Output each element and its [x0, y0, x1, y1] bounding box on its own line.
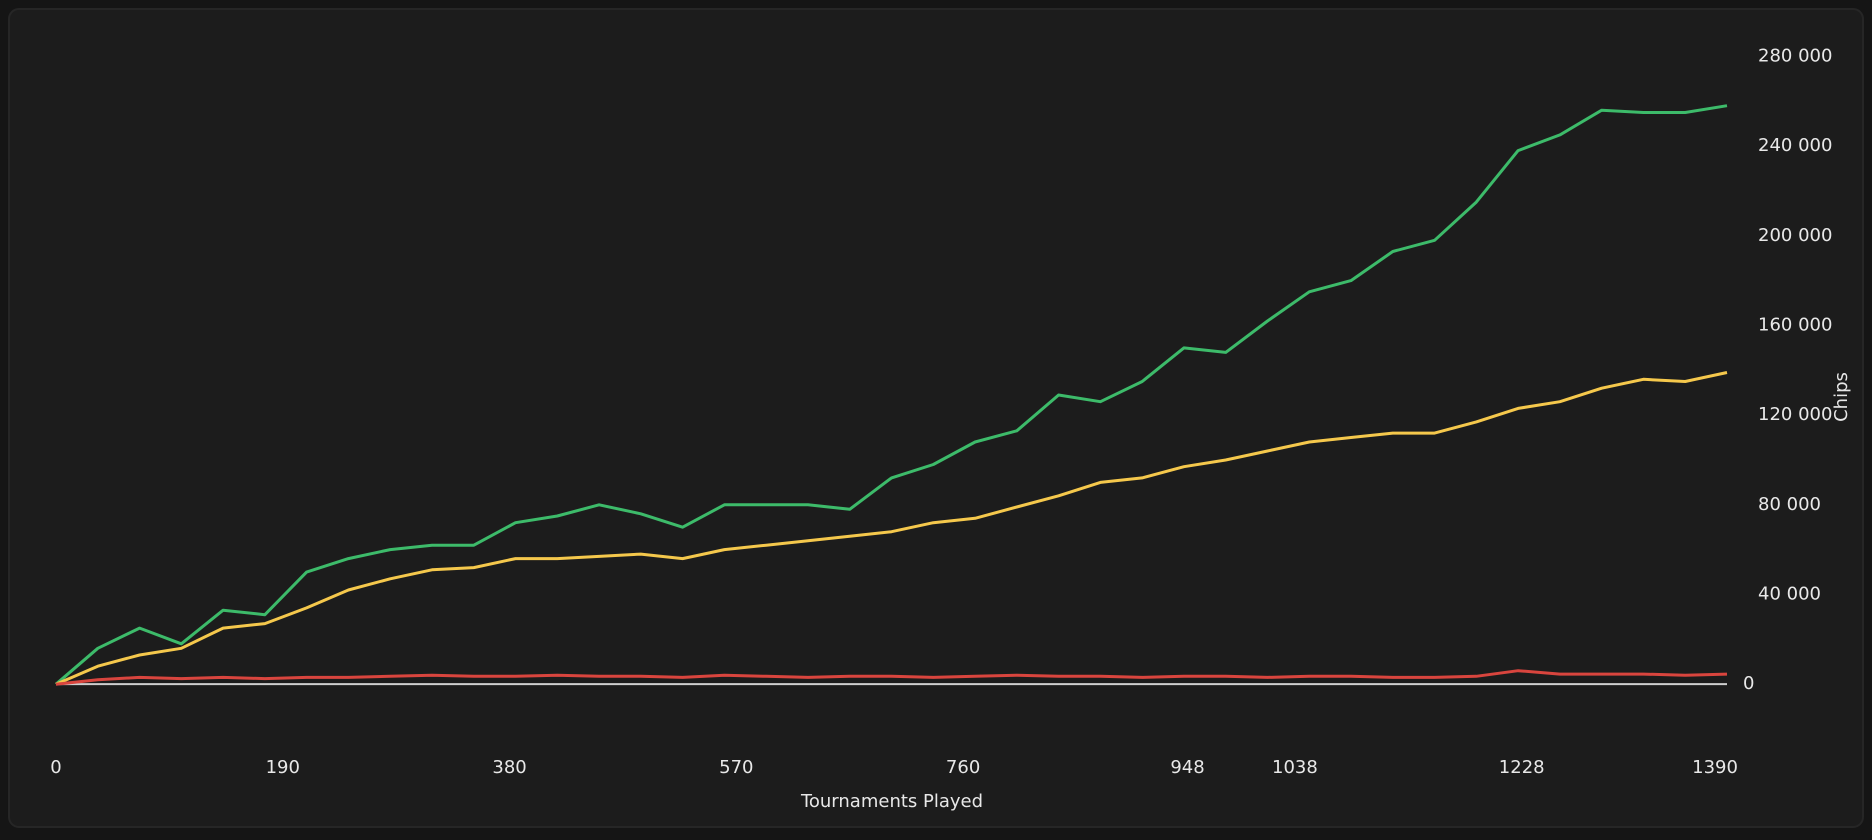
- y-axis-label: Chips: [1831, 372, 1852, 422]
- series-line: [55, 104, 1728, 686]
- x-tick-label: 190: [266, 757, 300, 778]
- x-tick-label: 1038: [1272, 757, 1318, 778]
- y-tick-label: 80 000: [1758, 494, 1821, 515]
- y-tick-label: 0: [1743, 673, 1754, 694]
- y-tick-label: 240 000: [1758, 135, 1832, 156]
- x-tick-label: 380: [492, 757, 526, 778]
- y-tick-label: 280 000: [1758, 45, 1832, 66]
- x-tick-label: 1390: [1692, 757, 1738, 778]
- x-tick-label: 760: [946, 757, 980, 778]
- y-tick-label: 200 000: [1758, 225, 1832, 246]
- y-tick-label: 120 000: [1758, 404, 1832, 425]
- x-tick-label: 1228: [1499, 757, 1545, 778]
- y-tick-label: 160 000: [1758, 314, 1832, 335]
- x-tick-label: 948: [1170, 757, 1204, 778]
- x-tick-label: 0: [50, 757, 61, 778]
- chart-card: [8, 8, 1864, 828]
- y-tick-label: 40 000: [1758, 583, 1821, 604]
- series-line: [55, 669, 1728, 686]
- series-line: [55, 371, 1728, 686]
- x-axis-label: Tournaments Played: [800, 791, 983, 812]
- x-tick-label: 570: [719, 757, 753, 778]
